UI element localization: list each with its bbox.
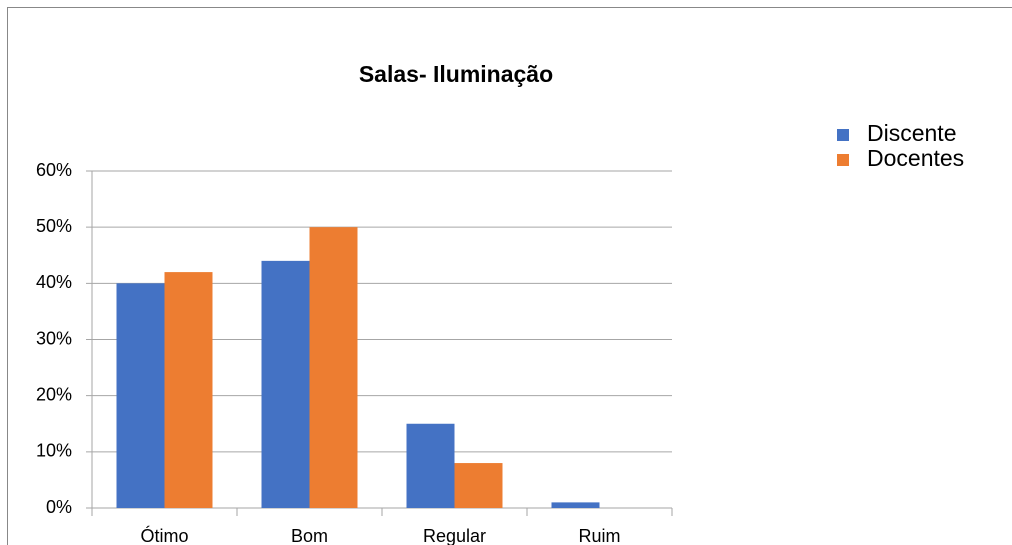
y-tick-label: 30% [36, 328, 72, 348]
bar [309, 227, 358, 508]
bar [454, 463, 503, 508]
x-tick-label: Ruim [578, 526, 620, 545]
legend-label: Discente [867, 120, 956, 146]
bar [164, 272, 213, 508]
y-tick-label: 60% [36, 160, 72, 180]
y-tick-label: 0% [46, 497, 72, 517]
legend-swatch [837, 129, 849, 141]
x-tick-label: Bom [291, 526, 328, 545]
bar [261, 260, 310, 508]
chart-title: Salas- Iluminação [359, 61, 553, 87]
legend-swatch [837, 154, 849, 166]
y-tick-label: 50% [36, 216, 72, 236]
x-tick-label: Ótimo [140, 525, 188, 545]
bar [551, 502, 600, 508]
y-tick-label: 20% [36, 384, 72, 404]
bar [116, 283, 165, 508]
x-tick-label: Regular [423, 526, 486, 545]
y-tick-label: 40% [36, 272, 72, 292]
legend-label: Docentes [867, 145, 964, 171]
bar [406, 423, 455, 508]
y-tick-label: 10% [36, 441, 72, 461]
